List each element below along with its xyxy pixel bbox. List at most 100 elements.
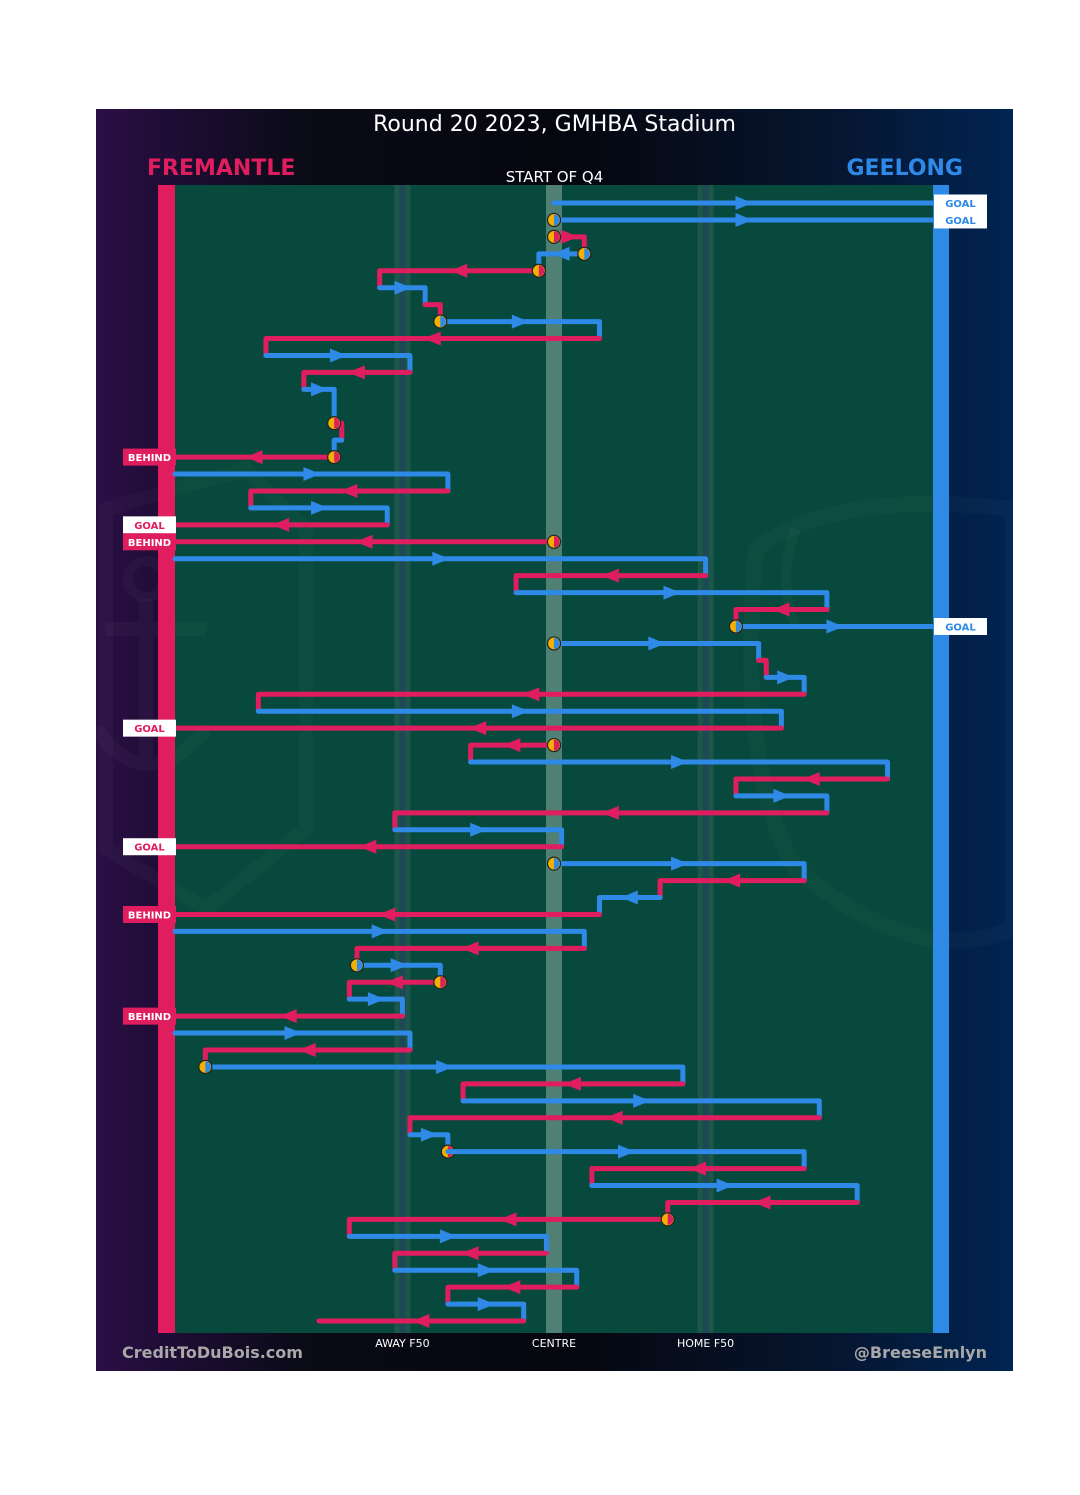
chain-arrow [477,1297,495,1312]
turnover-marker-fill [735,621,742,632]
chain-arrow [563,1076,581,1091]
x-axis-labels: AWAY F50 CENTRE HOME F50 [375,1337,734,1350]
result-tag-label: BEHIND [128,538,171,549]
chain-arrow [412,1314,430,1329]
result-tag-goal: GOAL [934,618,987,635]
chart-frame: AWAY F50 CENTRE HOME F50 GOAL GOAL BEHIND GOA… [96,109,1013,1371]
band-line [399,185,406,1333]
chart-title: Round 20 2023, GMHBA Stadium [373,112,736,137]
chain-arrow [378,907,396,922]
result-tag-label: BEHIND [128,910,171,921]
chain-fremantle [733,771,891,799]
chain-geelong [546,856,807,884]
chain-fremantle [657,873,807,901]
chain-arrow [503,1280,521,1295]
chain-fremantle [172,1009,405,1024]
result-tag-box [123,533,176,551]
chain-line [657,878,807,901]
chain-geelong [172,467,451,494]
chain-arrow [298,1043,316,1057]
x-tick-label: AWAY F50 [375,1337,429,1350]
result-tag-label: GOAL [945,199,976,210]
turnover-marker-fill [356,959,363,971]
result-tag-box [934,211,987,229]
chain-fremantle [513,568,709,596]
turnover-marker-fill [334,451,340,463]
chain-arrow [689,1161,707,1176]
chain-geelong [551,196,936,210]
chain-fremantle [172,517,390,532]
footer-handle[interactable]: @BreeseEmlyn [853,1343,987,1362]
chain-arrow [371,924,389,939]
chain-geelong [546,212,936,228]
result-tag-box [123,838,176,856]
result-tag-label: GOAL [945,623,976,634]
chain-fremantle [392,1246,549,1273]
chain-line [346,1216,671,1239]
chain-fremantle [407,1110,822,1138]
chain-line [263,336,602,358]
chain-fremantle [460,1076,686,1104]
result-tag-box [123,905,176,923]
turnover-marker-fill [554,739,560,751]
chain-arrow [329,348,347,363]
chain-line [248,505,390,528]
chain-line [551,861,807,884]
chain-arrow [367,992,385,1007]
chain-line [756,657,769,680]
chain-fremantle [172,839,565,854]
chain-arrow [648,636,666,651]
chain-arrow [753,1195,771,1210]
chain-line [392,827,565,850]
chain-arrow [385,975,403,990]
chain-line [513,590,830,613]
chain-line [346,979,443,1002]
chain-line [437,319,602,342]
chain-line [551,640,762,663]
chain-arrow [311,500,329,515]
result-tag-label: BEHIND [128,1012,171,1023]
turnover-marker-fill [554,858,560,870]
chain-fremantle [392,805,830,833]
chain-geelong [445,1144,807,1172]
chain-geelong [445,1297,527,1324]
chain-fremantle [756,657,769,680]
result-tag-behind: BEHIND [123,1007,176,1025]
chain-arrow [470,822,488,837]
chain-geelong [172,1026,413,1053]
chain-fremantle [445,1280,580,1307]
result-tag-goal: GOAL [934,211,987,229]
chain-arrow [605,1110,623,1125]
chain-geelong [728,619,936,634]
chain-line [377,268,542,291]
chain-fremantle [255,687,807,714]
chain-line [513,573,709,596]
chart-plot: AWAY F50 CENTRE HOME F50 GOALGOALBEHINDGOA… [123,185,987,1350]
chain-geelong [377,280,428,308]
chain-arrow [347,365,365,380]
chain-arrow [394,280,412,295]
chain-arrow [773,788,791,803]
footer-credit-link[interactable]: CreditToDuBois.com [122,1343,303,1362]
chain-fremantle [172,721,784,736]
chain-line [346,996,405,1019]
chain-geelong [346,992,405,1019]
chain-arrow [469,721,487,736]
chain-line [468,759,891,782]
result-tag-box [934,194,987,212]
chain-arrow [420,1127,438,1142]
chain-arrow [511,314,529,329]
chain-geelong [589,1178,860,1205]
chain-arrow [633,1093,651,1108]
chain-arrow [552,246,570,261]
chain-arrow [777,670,795,685]
chain-line [445,1301,527,1324]
chain-arrow [355,534,373,549]
chain-line [172,556,709,579]
chain-line [733,776,891,799]
chain-geelong [392,1263,580,1290]
x-tick-label: HOME F50 [677,1337,734,1350]
chain-geelong [733,788,830,816]
chain-fremantle [346,975,448,1002]
chain-line [445,1284,580,1307]
